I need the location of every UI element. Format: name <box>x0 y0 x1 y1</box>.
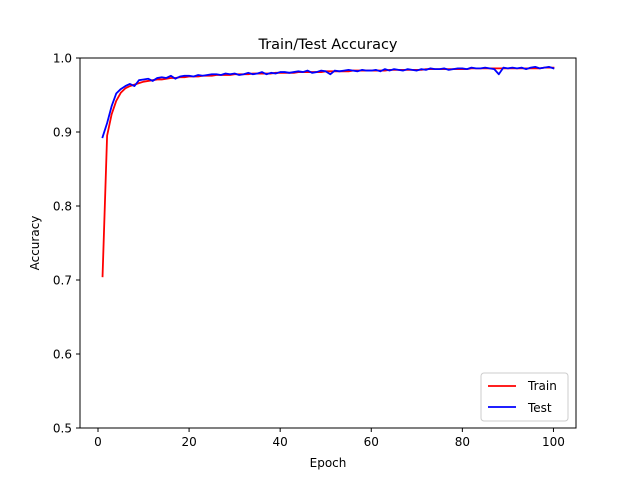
y-tick-label: 1.0 <box>53 52 72 66</box>
plot-frame <box>79 57 577 429</box>
y-axis-label: Accuracy <box>28 216 42 271</box>
y-tick-label: 0.9 <box>53 126 72 140</box>
chart-title: Train/Test Accuracy <box>257 37 397 53</box>
x-tick-label: 0 <box>94 435 102 449</box>
series-line-test <box>101 65 555 139</box>
legend-label-test: Test <box>527 401 552 415</box>
y-tick-label: 0.7 <box>53 274 72 288</box>
x-tick-label: 20 <box>181 435 196 449</box>
legend: Train Test <box>480 372 569 422</box>
x-tick-label: 40 <box>273 435 288 449</box>
y-tick-label: 0.6 <box>53 348 72 362</box>
x-tick-label: 100 <box>542 435 565 449</box>
y-axis: 0.5 0.6 0.7 0.8 0.9 1.0 <box>53 52 80 436</box>
x-axis: 0 20 40 60 80 100 <box>94 428 565 449</box>
legend-box <box>480 372 569 422</box>
x-tick-label: 60 <box>364 435 379 449</box>
y-tick-label: 0.8 <box>53 200 72 214</box>
x-axis-label: Epoch <box>310 456 347 470</box>
y-tick-label: 0.5 <box>53 422 72 436</box>
legend-label-train: Train <box>527 379 557 393</box>
plot-area <box>101 65 555 278</box>
x-tick-label: 80 <box>455 435 470 449</box>
